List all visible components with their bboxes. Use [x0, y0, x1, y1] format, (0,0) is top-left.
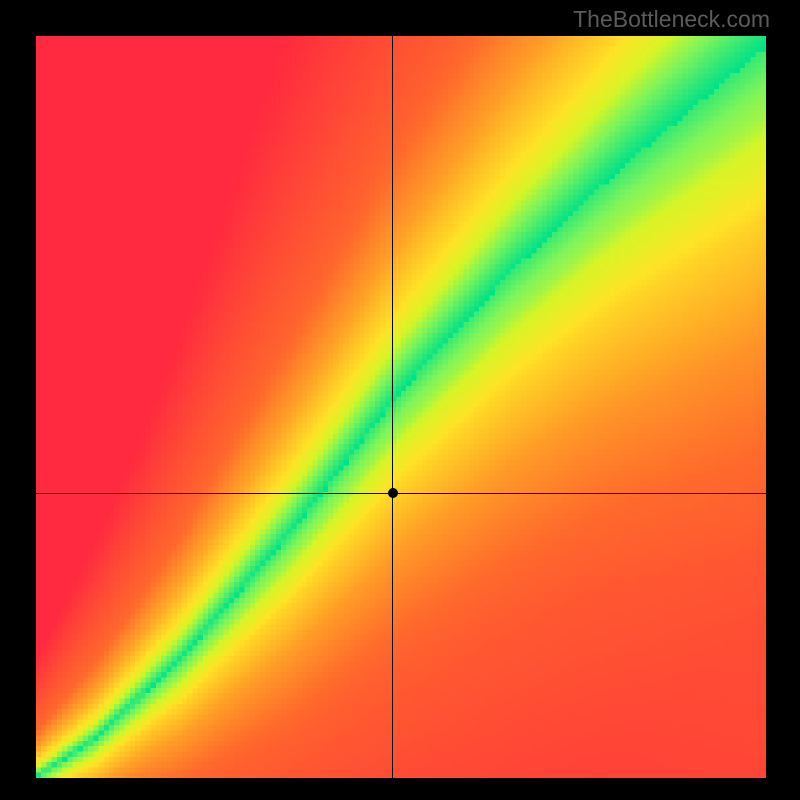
- crosshair-vertical: [392, 36, 393, 778]
- chart-stage: TheBottleneck.com: [0, 0, 800, 800]
- crosshair-horizontal: [36, 493, 766, 494]
- bottleneck-heatmap: [36, 36, 766, 778]
- watermark-text: TheBottleneck.com: [573, 6, 770, 33]
- crosshair-dot: [388, 488, 398, 498]
